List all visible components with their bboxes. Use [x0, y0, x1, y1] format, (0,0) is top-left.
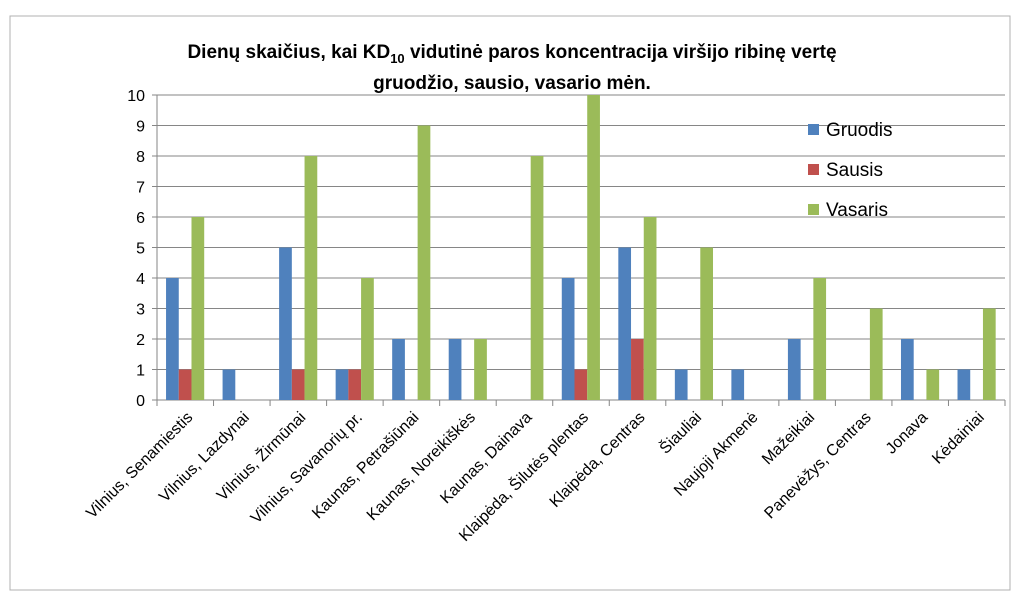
bar: [222, 369, 236, 400]
y-tick-label: 8: [136, 149, 145, 166]
y-tick-label: 9: [136, 119, 145, 136]
title-part: vidutinė paros koncentracija viršijo rib…: [405, 42, 837, 63]
legend-swatch: [808, 164, 819, 175]
bar: [166, 278, 179, 400]
y-tick-label: 0: [136, 393, 145, 410]
bar: [304, 156, 318, 400]
y-tick-label: 7: [136, 180, 145, 197]
bar: [335, 369, 349, 400]
bar: [291, 369, 305, 400]
bar: [631, 339, 644, 400]
bar: [348, 369, 362, 400]
bar: [561, 278, 575, 400]
bar: [392, 339, 405, 400]
chart-title: Dienų skaičius, kai KD10 vidutinė paros …: [187, 42, 836, 66]
chart-title-line: gruodžio, sausio, vasario mėn.: [373, 73, 651, 94]
chart-frame: [9, 15, 1011, 591]
bar: [957, 369, 971, 400]
y-tick-label: 10: [127, 88, 145, 105]
y-tick-label: 4: [136, 271, 145, 288]
bar: [417, 125, 431, 400]
legend-label: Sausis: [826, 160, 883, 181]
bar: [731, 369, 745, 400]
legend-label: Gruodis: [826, 120, 893, 141]
bar: [530, 156, 544, 400]
bar: [191, 217, 205, 400]
bar: [813, 278, 827, 400]
bar: [178, 369, 192, 400]
bar: [574, 369, 588, 400]
title-subscript: 10: [390, 51, 404, 66]
bar: [361, 278, 374, 400]
y-tick-label: 5: [136, 241, 145, 258]
y-tick-label: 2: [136, 332, 145, 349]
y-tick-label: 1: [136, 363, 145, 380]
bar: [900, 339, 914, 400]
bar: [587, 95, 600, 400]
bar: [448, 339, 462, 400]
legend-swatch: [808, 124, 819, 135]
bar: [618, 247, 632, 400]
bar: [926, 369, 940, 400]
y-tick-label: 6: [136, 210, 145, 227]
bar: [700, 247, 714, 400]
y-tick-label: 3: [136, 302, 145, 319]
legend-label: Vasaris: [826, 200, 888, 221]
legend-swatch: [808, 204, 819, 215]
bar: [869, 308, 883, 400]
bar: [674, 369, 688, 400]
bar: [787, 339, 801, 400]
bar: [474, 339, 487, 400]
bar: [982, 308, 996, 400]
title-part: Dienų skaičius, kai KD: [187, 42, 390, 63]
bar: [279, 247, 292, 400]
bar: [643, 217, 657, 400]
